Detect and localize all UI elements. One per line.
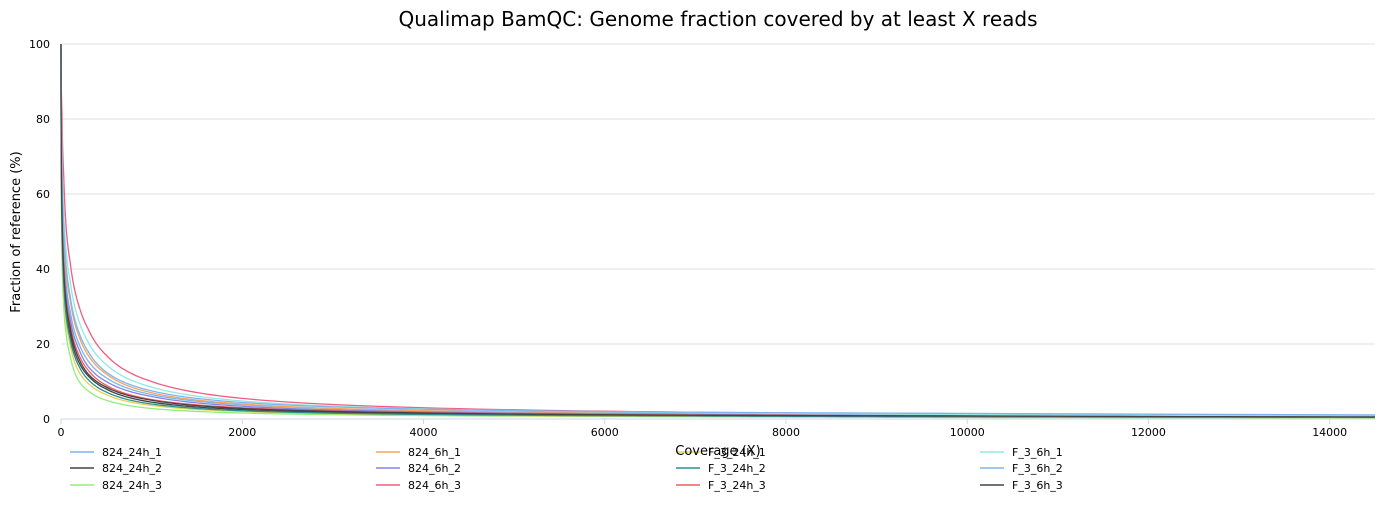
legend-label: F_3_24h_2 [708,462,766,475]
series-line-F_3_6h_2 [60,43,1376,416]
gridlines [61,43,1375,420]
x-axis-label: Coverage (X) [675,444,760,459]
legend-item-F_3_24h_1[interactable]: F_3_24h_1 [676,446,766,459]
x-tick-label: 6000 [591,426,619,439]
legend-item-F_3_6h_1[interactable]: F_3_6h_1 [980,446,1063,459]
legend-label: F_3_24h_1 [708,446,766,459]
x-tick-label: 4000 [409,426,437,439]
legend-label: 824_24h_3 [102,479,162,492]
legend-item-824_6h_3[interactable]: 824_6h_3 [376,479,461,492]
legend-label: 824_6h_3 [408,479,461,492]
legend-item-824_6h_1[interactable]: 824_6h_1 [376,446,461,459]
x-axis-ticks: 0 2000 4000 6000 8000 10000 12000 14000 [58,419,1347,439]
x-tick-label: 10000 [950,426,985,439]
legend-item-F_3_6h_2[interactable]: F_3_6h_2 [980,462,1063,475]
legend-label: 824_24h_2 [102,462,162,475]
legend-label: 824_6h_1 [408,446,461,459]
series-line-824_6h_1 [60,43,1376,418]
series-line-F_3_6h_3 [60,43,1376,418]
y-tick-label: 80 [36,113,50,126]
legend-label: F_3_6h_1 [1012,446,1063,459]
legend: 824_24h_1 824_24h_2 824_24h_3 824_6h_1 824_6… [70,446,1063,492]
legend-item-824_6h_2[interactable]: 824_6h_2 [376,462,461,475]
series-line-824_6h_2 [60,43,1376,418]
legend-item-F_3_6h_3[interactable]: F_3_6h_3 [980,479,1063,492]
series-line-824_6h_3 [60,43,1376,417]
x-tick-label: 14000 [1312,426,1347,439]
legend-item-824_24h_2[interactable]: 824_24h_2 [70,462,162,475]
legend-item-824_24h_1[interactable]: 824_24h_1 [70,446,162,459]
y-axis-label: Fraction of reference (%) [9,151,24,312]
legend-item-F_3_24h_3[interactable]: F_3_24h_3 [676,479,766,492]
series-line-824_24h_2 [60,43,1376,418]
legend-label: F_3_24h_3 [708,479,766,492]
legend-label: F_3_6h_3 [1012,479,1063,492]
series-line-824_24h_1 [60,43,1376,417]
y-tick-label: 0 [43,413,50,426]
y-tick-label: 100 [29,38,50,51]
series-lines [60,43,1376,419]
series-line-824_24h_3 [60,43,1376,419]
legend-label: F_3_6h_2 [1012,462,1063,475]
legend-label: 824_6h_2 [408,462,461,475]
series-line-F_3_24h_1 [60,43,1376,419]
y-tick-label: 40 [36,263,50,276]
x-tick-label: 0 [58,426,65,439]
legend-item-F_3_24h_2[interactable]: F_3_24h_2 [676,462,766,475]
series-line-F_3_24h_3 [60,43,1376,418]
legend-label: 824_24h_1 [102,446,162,459]
y-tick-label: 60 [36,188,50,201]
legend-item-824_24h_3[interactable]: 824_24h_3 [70,479,162,492]
y-axis-ticks: 0 20 40 60 80 100 [29,38,50,426]
x-tick-label: 2000 [228,426,256,439]
series-line-F_3_6h_1 [60,43,1376,417]
x-tick-label: 12000 [1131,426,1166,439]
chart-title: Qualimap BamQC: Genome fraction covered … [399,7,1038,31]
x-tick-label: 8000 [772,426,800,439]
y-tick-label: 20 [36,338,50,351]
series-line-F_3_24h_2 [60,43,1376,418]
